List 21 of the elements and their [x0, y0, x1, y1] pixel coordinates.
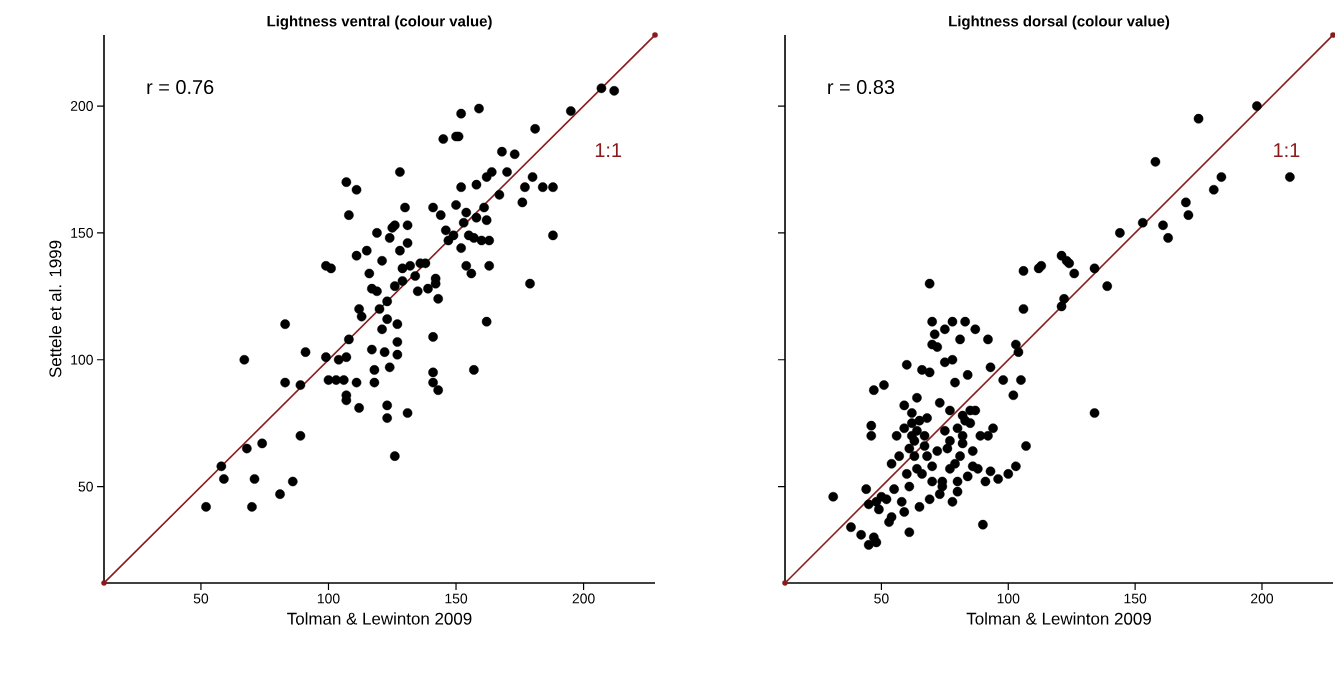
- x-axis-title: Tolman & Lewinton 2009: [287, 612, 472, 625]
- y-tick-label: 200: [70, 101, 93, 111]
- chart-title: Lightness ventral (colour value): [267, 15, 492, 30]
- x-tick-label: 150: [1124, 593, 1147, 604]
- y-tick-label: 50: [78, 481, 93, 492]
- x-tick-label: 100: [997, 593, 1020, 604]
- x-axis-title: Tolman & Lewinton 2009: [966, 612, 1151, 625]
- x-tick-label: 200: [572, 593, 595, 604]
- y-tick-label: 150: [71, 227, 93, 238]
- x-tick-label: 50: [874, 593, 889, 604]
- annotation: 1:1: [595, 143, 622, 157]
- x-tick-label: 50: [193, 593, 209, 604]
- annotation: 1:1: [1274, 143, 1300, 157]
- x-tick-label: 200: [1251, 593, 1274, 604]
- x-tick-label: 150: [445, 593, 468, 604]
- y-axis-title: Settele et al. 1999: [48, 240, 62, 378]
- x-tick-label: 100: [317, 593, 340, 604]
- y-tick-label: 100: [71, 354, 93, 365]
- chart-title: Lightness dorsal (colour value): [949, 15, 1170, 30]
- annotation: r = 0.76: [147, 80, 214, 95]
- annotation: r = 0.83: [828, 80, 895, 95]
